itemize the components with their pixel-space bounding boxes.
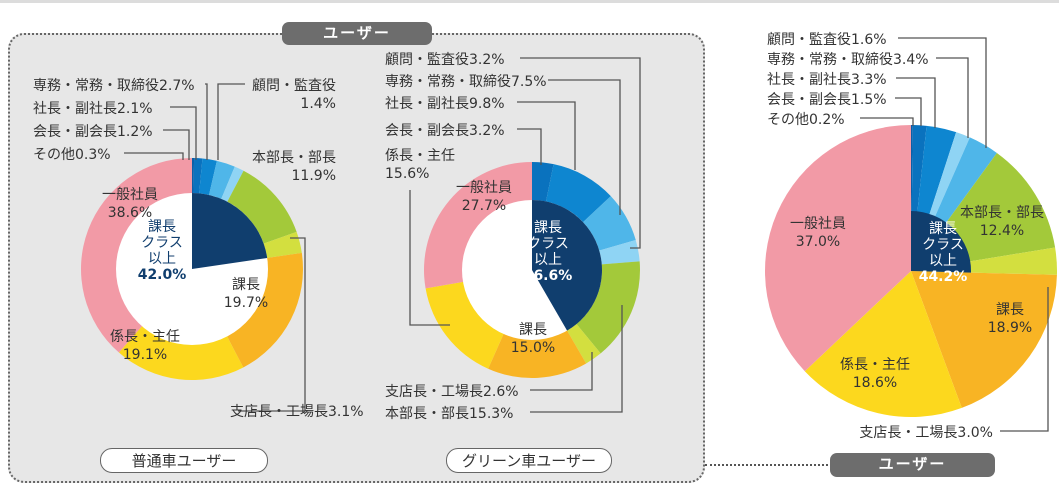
chart-2-leader-1 (895, 97, 922, 126)
chart-2-center-label-3: 44.2% (919, 269, 968, 285)
chart-0-label-7-line-0: 課長 (232, 277, 260, 293)
chart-1-label-7-line-0: 係長・主任 (385, 148, 455, 164)
chart-0-leader-3 (205, 83, 208, 160)
chart-1-label-6-line-1: 15.0% (511, 340, 555, 356)
chart-2-label-9-line-0: 一般社員 (790, 216, 846, 232)
chart-2-leader-0 (860, 117, 914, 126)
chart-1-label-3-line-0: 顧問・監査役3.2% (385, 51, 505, 68)
chart-0-label-9-line-1: 38.6% (108, 205, 152, 221)
chart-0-label-1-line-0: 会長・副会長1.2% (33, 124, 153, 140)
chart-0-label-5-line-1: 11.9% (292, 168, 336, 184)
all-users-label: ユーザー (830, 453, 995, 477)
chart-2-label-3-line-0: 顧問・監査役1.6% (767, 31, 887, 48)
chart-2-label-5-line-1: 12.4% (980, 223, 1024, 239)
chart-0-center-label-2: 以上 (148, 251, 176, 267)
chart-0-leader-0 (124, 152, 184, 160)
chart-2-center-label-0: 課長 (929, 221, 957, 237)
chart-2-label-8-line-0: 係長・主任 (840, 357, 910, 373)
chart-1-leader-3 (520, 57, 641, 249)
chart-2-label-0-line-0: その他0.2% (767, 112, 845, 128)
chart-2-label-1-line-0: 会長・副会長1.5% (767, 92, 887, 108)
chart-1-center-label-0: 課長 (534, 220, 562, 236)
chart-0-label-4-line-0: 顧問・監査役 (252, 77, 336, 94)
chart-2-label-9-line-1: 37.0% (796, 234, 840, 250)
chart-0-label-9-line-0: 一般社員 (102, 187, 158, 203)
chart-1-leader-7 (409, 190, 450, 326)
chart-1-leader-5 (530, 352, 593, 391)
chart-2-leader-2 (896, 77, 936, 128)
chart-title-regular: 普通車ユーザー (100, 448, 268, 473)
chart-1-center-label-3: 56.6% (524, 268, 573, 284)
chart-1-label-4-line-0: 本部長・部長15.3% (385, 406, 513, 422)
chart-1-leader-2 (548, 79, 621, 215)
connector-dotted-line (705, 464, 828, 466)
chart-0-center-label-3: 42.0% (138, 267, 187, 283)
chart-1-label-1-line-0: 社長・副社長9.8% (385, 96, 505, 112)
chart-0-leader-2 (170, 106, 197, 160)
chart-2-label-7-line-0: 課長 (996, 302, 1024, 318)
donut-chart-2: 課長クラス以上44.2%その他0.2%会長・副会長1.5%社長・副社長3.3%顧… (765, 31, 1057, 441)
user-group-label: ユーザー (282, 22, 432, 45)
chart-1-label-6-line-0: 課長 (519, 322, 547, 338)
chart-0-label-0-line-0: その他0.3% (33, 147, 111, 163)
chart-0-center-label-1: クラス (141, 235, 183, 251)
chart-1-label-8-line-0: 一般社員 (456, 180, 512, 196)
chart-2-segment-8 (804, 271, 962, 417)
chart-0-leader-4 (217, 83, 245, 160)
donut-chart-0: 課長クラス以上42.0%その他0.3%会長・副会長1.2%社長・副社長2.1%専… (33, 77, 364, 420)
chart-0-segment-7 (216, 252, 304, 368)
chart-2-segment-9 (765, 125, 911, 372)
chart-2-label-6-line-0: 支店長・工場長3.0% (859, 425, 993, 441)
chart-1-leader-0 (517, 128, 542, 165)
chart-0-label-8-line-1: 19.1% (123, 347, 167, 363)
chart-1-center-label-1: クラス (527, 236, 569, 252)
chart-0-label-3-line-0: 専務・常務・取締役2.7% (33, 77, 195, 94)
chart-title-green: グリーン車ユーザー (446, 448, 612, 473)
chart-2-leader-3 (898, 37, 987, 148)
chart-2-label-8-line-1: 18.6% (853, 375, 897, 391)
chart-0-label-7-line-1: 19.7% (224, 295, 268, 311)
chart-0-label-8-line-0: 係長・主任 (110, 329, 180, 345)
chart-2-leader-4 (936, 57, 969, 138)
chart-2-label-7-line-1: 18.9% (988, 320, 1032, 336)
chart-0-label-6-line-0: 支店長・工場長3.1% (230, 404, 364, 420)
chart-1-manager-wedge (532, 199, 603, 331)
chart-1-leader-1 (517, 101, 576, 170)
chart-1-center-label-2: 以上 (534, 252, 562, 268)
chart-2-manager-wedge (911, 211, 971, 273)
chart-1-label-2-line-0: 専務・常務・取締役7.5% (385, 73, 547, 90)
chart-1-leader-4 (530, 305, 623, 413)
top-rule (0, 0, 1059, 3)
chart-0-manager-wedge (192, 193, 268, 269)
chart-2-label-2-line-0: 社長・副社長3.3% (767, 72, 887, 88)
chart-2-label-5-line-0: 本部長・部長 (960, 205, 1044, 221)
chart-2-center-label-1: クラス (922, 237, 964, 253)
chart-0-leader-6 (238, 237, 306, 412)
chart-2-label-4-line-0: 専務・常務・取締役3.4% (767, 51, 929, 68)
chart-1-label-8-line-1: 27.7% (462, 198, 506, 214)
chart-0-leader-1 (163, 129, 190, 160)
chart-2-segment-7 (911, 271, 1057, 408)
donut-chart-1: 課長クラス以上56.6%会長・副会長3.2%社長・副社長9.8%専務・常務・取締… (385, 51, 641, 422)
chart-1-segment-8 (424, 162, 532, 289)
chart-0-center-label-0: 課長 (148, 219, 176, 235)
chart-2-leader-6 (1000, 287, 1049, 432)
chart-0-label-2-line-0: 社長・副社長2.1% (33, 101, 153, 117)
chart-2-center-label-2: 以上 (929, 253, 957, 269)
chart-1-label-5-line-0: 支店長・工場長2.6% (385, 384, 519, 400)
chart-1-label-7-line-1: 15.6% (385, 166, 429, 182)
chart-0-label-4-line-1: 1.4% (300, 96, 336, 112)
chart-1-label-0-line-0: 会長・副会長3.2% (385, 123, 505, 139)
chart-0-label-5-line-0: 本部長・部長 (252, 150, 336, 166)
